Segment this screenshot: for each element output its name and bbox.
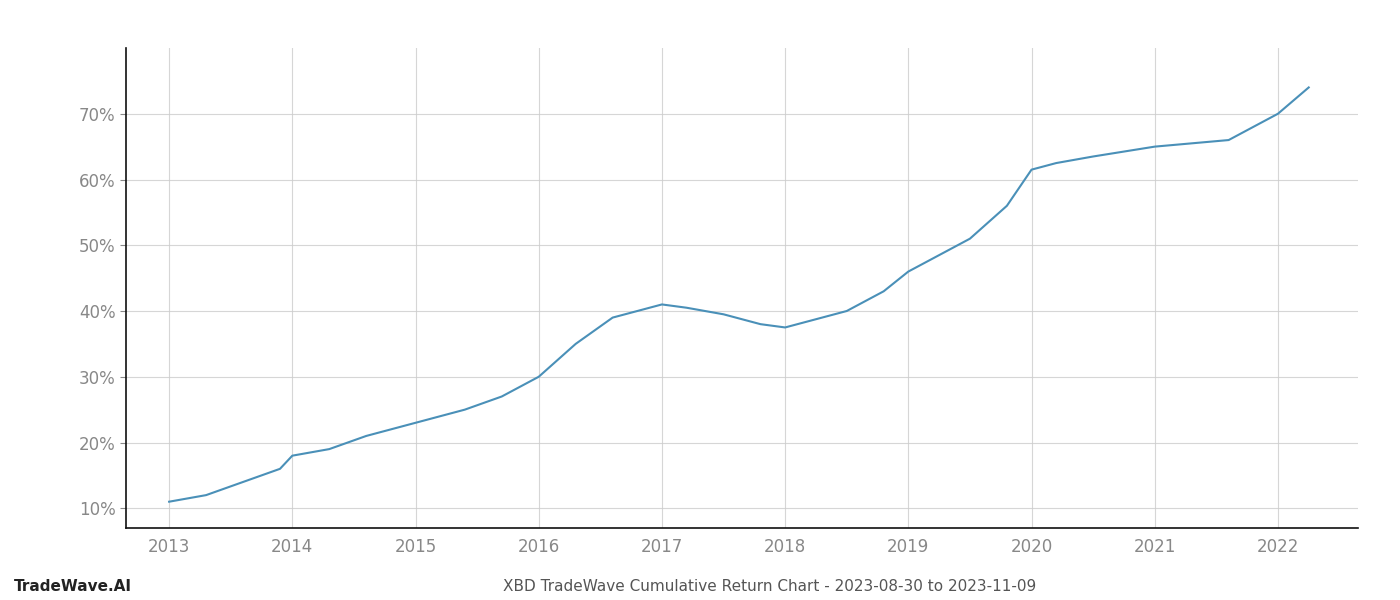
Text: TradeWave.AI: TradeWave.AI (14, 579, 132, 594)
Text: XBD TradeWave Cumulative Return Chart - 2023-08-30 to 2023-11-09: XBD TradeWave Cumulative Return Chart - … (504, 579, 1036, 594)
